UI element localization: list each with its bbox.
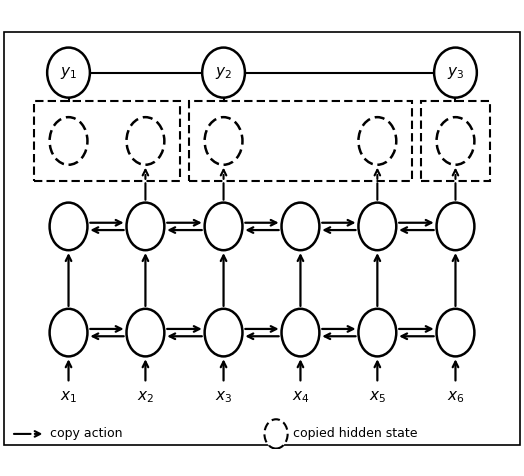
Bar bbox=[189, 101, 412, 180]
Text: $x_4$: $x_4$ bbox=[292, 389, 309, 405]
Text: $y_3$: $y_3$ bbox=[447, 65, 464, 80]
Ellipse shape bbox=[126, 117, 165, 165]
Ellipse shape bbox=[436, 203, 474, 250]
Text: copy action: copy action bbox=[50, 427, 123, 440]
Ellipse shape bbox=[436, 309, 474, 357]
Ellipse shape bbox=[50, 203, 88, 250]
Ellipse shape bbox=[358, 309, 396, 357]
Ellipse shape bbox=[47, 48, 90, 98]
Text: $x_6$: $x_6$ bbox=[446, 389, 464, 405]
Ellipse shape bbox=[434, 48, 477, 98]
Ellipse shape bbox=[50, 117, 88, 165]
Ellipse shape bbox=[281, 309, 319, 357]
Text: $y_2$: $y_2$ bbox=[215, 65, 232, 80]
Ellipse shape bbox=[205, 117, 243, 165]
Text: $x_3$: $x_3$ bbox=[215, 389, 232, 405]
Text: copied hidden state: copied hidden state bbox=[293, 427, 418, 440]
Text: $x_1$: $x_1$ bbox=[60, 389, 77, 405]
Bar bbox=[34, 101, 180, 180]
Text: $y_1$: $y_1$ bbox=[60, 65, 77, 80]
Ellipse shape bbox=[126, 309, 165, 357]
Text: $x_5$: $x_5$ bbox=[369, 389, 386, 405]
Ellipse shape bbox=[205, 309, 243, 357]
Bar bbox=[421, 101, 490, 180]
Ellipse shape bbox=[126, 203, 165, 250]
Ellipse shape bbox=[205, 203, 243, 250]
Text: $x_2$: $x_2$ bbox=[137, 389, 154, 405]
Ellipse shape bbox=[202, 48, 245, 98]
Ellipse shape bbox=[265, 419, 288, 448]
Ellipse shape bbox=[281, 203, 319, 250]
Ellipse shape bbox=[358, 117, 396, 165]
Ellipse shape bbox=[50, 309, 88, 357]
Ellipse shape bbox=[358, 203, 396, 250]
Ellipse shape bbox=[436, 117, 474, 165]
